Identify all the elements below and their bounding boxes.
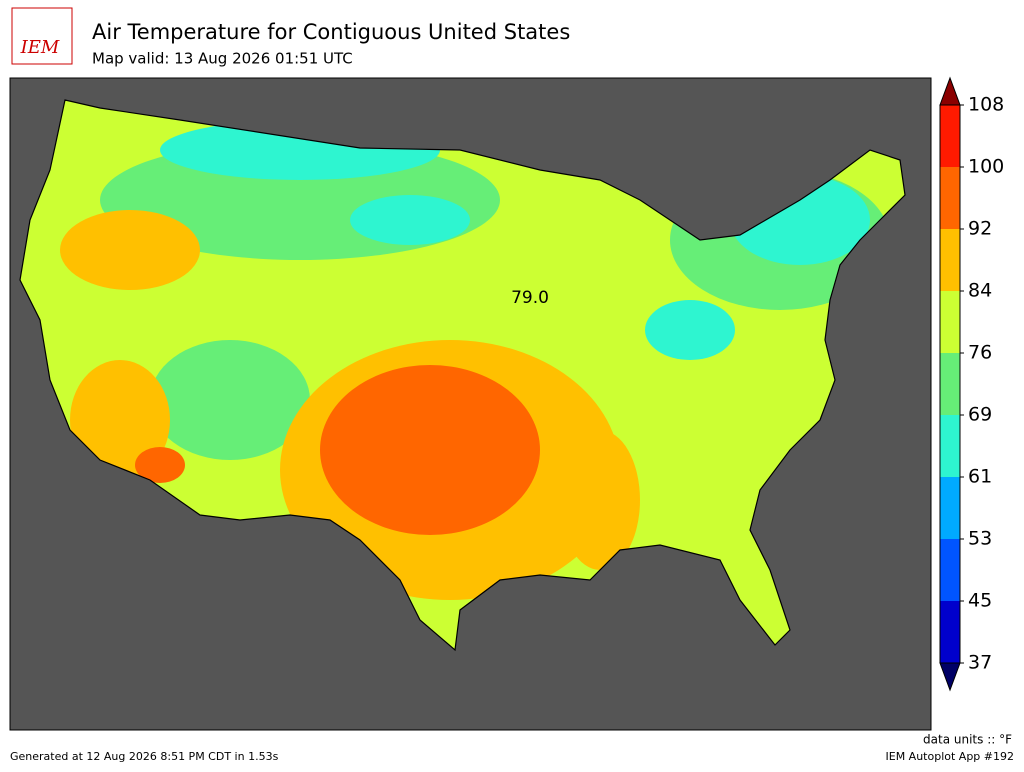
logo-frame — [11, 7, 73, 65]
tick-label: 92 — [968, 218, 992, 240]
color-band — [940, 539, 960, 601]
generated: Generated at 12 Aug 2026 8:51 PM CDT in … — [10, 750, 279, 763]
color-band — [940, 477, 960, 539]
colorbar: 37 45 53 61 69 76 84 92 100 108 — [939, 76, 1004, 692]
region — [320, 365, 540, 535]
color-band — [940, 601, 960, 663]
tick-label: 45 — [968, 590, 992, 612]
tick-label: 84 — [968, 280, 992, 302]
tick-label: 61 — [968, 466, 992, 488]
region — [645, 300, 735, 360]
logo: IEM — [11, 7, 73, 65]
tick-label: 69 — [968, 404, 992, 426]
tick-label: 100 — [968, 156, 1004, 178]
over-triangle — [939, 76, 961, 106]
color-band — [940, 415, 960, 477]
station-value: 79.0 — [511, 288, 549, 308]
tick-label: 37 — [968, 652, 992, 674]
units: data units :: °F — [923, 733, 1012, 747]
app: IEM Autoplot App #192 — [886, 750, 1015, 763]
color-band — [940, 353, 960, 415]
subtitle: Map valid: 13 Aug 2026 01:51 UTC — [92, 50, 353, 68]
color-band — [940, 229, 960, 291]
color-band — [940, 291, 960, 353]
region — [135, 447, 185, 483]
tick-label: 76 — [968, 342, 992, 364]
region — [560, 430, 640, 570]
logo-text: IEM — [20, 37, 60, 58]
region — [150, 340, 310, 460]
title: Air Temperature for Contiguous United St… — [92, 20, 570, 44]
color-band — [940, 105, 960, 167]
map-fill — [20, 100, 905, 650]
region — [350, 195, 470, 245]
tick-label: 108 — [968, 94, 1004, 116]
region — [60, 210, 200, 290]
colorbar-frame — [939, 104, 961, 664]
tick-label: 53 — [968, 528, 992, 550]
region — [70, 360, 170, 480]
color-band — [940, 167, 960, 229]
under-triangle — [939, 662, 961, 692]
